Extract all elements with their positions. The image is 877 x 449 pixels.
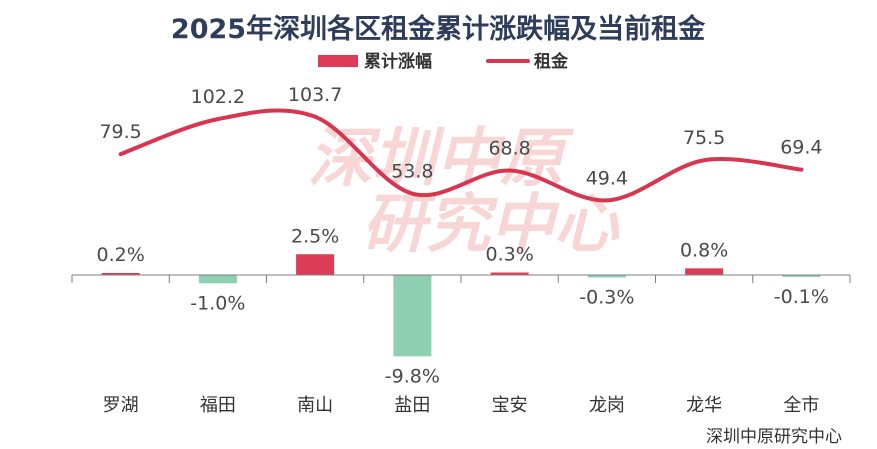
bar-南山 xyxy=(296,254,335,275)
watermark: 深圳中原 研究中心 xyxy=(308,122,620,262)
bar-series xyxy=(101,254,821,357)
category-label-罗湖: 罗湖 xyxy=(103,395,139,416)
line-label-罗湖: 79.5 xyxy=(99,121,141,143)
source-note: 深圳中原研究中心 xyxy=(706,427,842,447)
line-data-labels: 79.5 102.2 103.7 53.8 68.8 49.4 75.5 69.4 xyxy=(99,84,822,190)
legend: 累计涨幅 租金 xyxy=(318,51,569,72)
bar-龙华 xyxy=(685,268,724,275)
category-label-福田: 福田 xyxy=(200,395,236,416)
line-label-全市: 69.4 xyxy=(780,137,822,159)
category-label-宝安: 宝安 xyxy=(492,395,528,416)
bar-label-宝安: 0.3% xyxy=(485,244,533,266)
bar-盐田 xyxy=(393,275,432,357)
legend-label-line: 租金 xyxy=(534,51,569,72)
x-axis-ticks xyxy=(71,275,851,283)
line-label-龙华: 75.5 xyxy=(683,127,725,149)
bar-label-龙岗: -0.3% xyxy=(579,286,634,308)
watermark-line-2: 研究中心 xyxy=(362,188,620,262)
category-labels: 罗湖 福田 南山 盐田 宝安 龙岗 龙华 全市 xyxy=(103,395,820,416)
category-label-龙岗: 龙岗 xyxy=(589,395,625,416)
line-label-福田: 102.2 xyxy=(191,86,245,108)
chart-title: 2025年深圳各区租金累计涨跌幅及当前租金 xyxy=(171,13,706,45)
category-label-龙华: 龙华 xyxy=(686,395,722,416)
bar-label-全市: -0.1% xyxy=(774,286,829,308)
bar-label-罗湖: 0.2% xyxy=(96,244,144,266)
legend-label-bar: 累计涨幅 xyxy=(364,51,432,72)
category-label-南山: 南山 xyxy=(297,395,333,416)
bar-全市 xyxy=(782,275,821,277)
category-label-盐田: 盐田 xyxy=(394,395,430,416)
line-label-盐田: 53.8 xyxy=(391,161,433,183)
line-label-龙岗: 49.4 xyxy=(586,167,628,189)
bar-label-福田: -1.0% xyxy=(190,292,245,314)
bar-label-盐田: -9.8% xyxy=(385,365,440,387)
rent-line xyxy=(118,108,804,203)
bar-龙岗 xyxy=(587,275,626,278)
legend-swatch-bar xyxy=(318,55,358,67)
bar-罗湖 xyxy=(101,273,140,275)
category-label-全市: 全市 xyxy=(783,395,819,416)
watermark-line-1: 深圳中原 xyxy=(308,122,575,196)
bar-label-龙华: 0.8% xyxy=(680,239,728,261)
line-label-宝安: 68.8 xyxy=(488,138,530,160)
line-label-南山: 103.7 xyxy=(288,84,342,106)
bar-宝安 xyxy=(490,272,529,275)
bar-label-南山: 2.5% xyxy=(291,225,339,247)
bar-data-labels: 0.2% -1.0% 2.5% -9.8% 0.3% -0.3% 0.8% -0.1% xyxy=(96,225,828,387)
bar-福田 xyxy=(198,275,237,284)
